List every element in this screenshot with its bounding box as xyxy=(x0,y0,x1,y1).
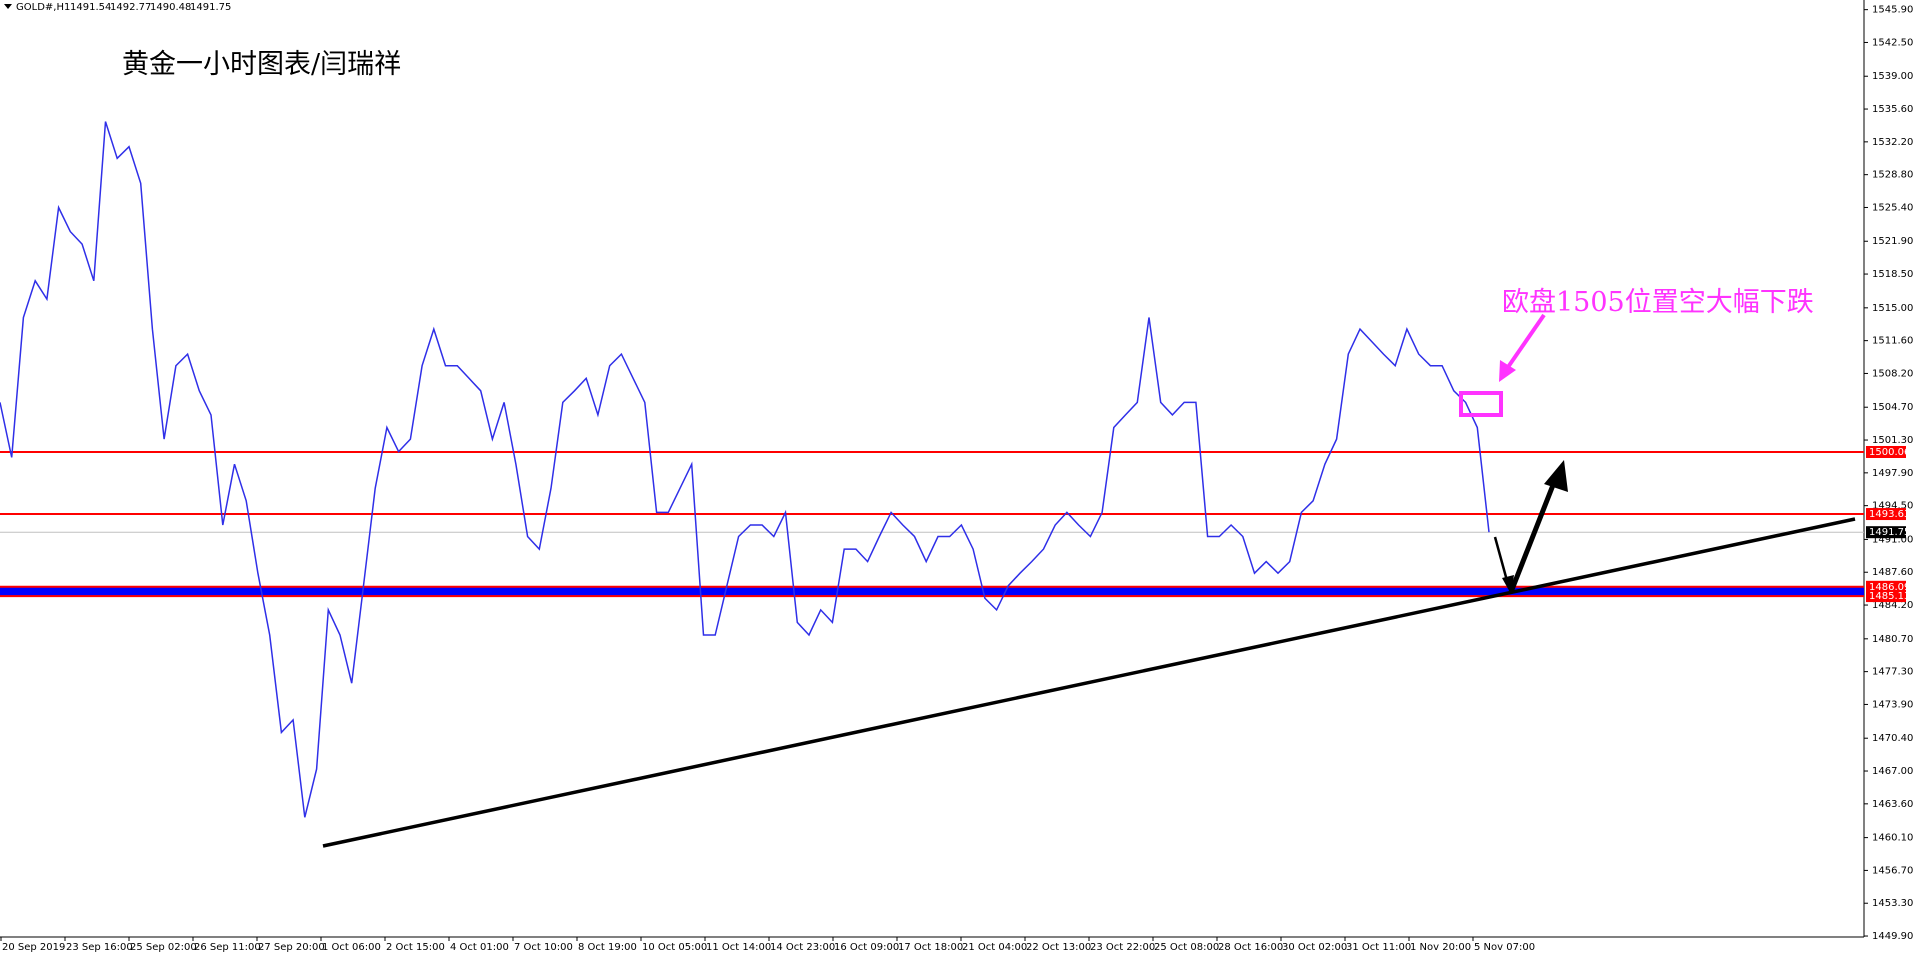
x-tick-label: 25 Oct 08:00 xyxy=(1154,942,1219,953)
price-tag xyxy=(1866,445,1906,458)
y-tick-label: 1477.30 xyxy=(1872,667,1913,678)
menu-icon xyxy=(4,4,12,9)
support-band xyxy=(0,586,1864,597)
x-tick-label: 10 Oct 05:00 xyxy=(642,942,707,953)
y-tick-label: 1484.20 xyxy=(1872,600,1913,611)
y-tick-label: 1470.40 xyxy=(1872,733,1913,744)
annotation: 欧盘1505位置空大幅下跌 xyxy=(1502,287,1814,318)
y-tick-label: 1480.70 xyxy=(1872,634,1913,645)
y-tick-label: 1511.60 xyxy=(1872,336,1913,347)
x-tick-label: 11 Oct 14:00 xyxy=(706,942,771,953)
price-tag xyxy=(1866,590,1906,603)
price-tag xyxy=(1866,508,1906,521)
y-tick-label: 1515.00 xyxy=(1872,303,1913,314)
y-tick-label: 1491.00 xyxy=(1872,534,1913,545)
highlight-box xyxy=(1459,391,1503,417)
y-tick-label: 1501.30 xyxy=(1872,435,1913,446)
y-tick-label: 1467.00 xyxy=(1872,766,1913,777)
x-tick-label: 5 Nov 07:00 xyxy=(1474,942,1535,953)
ohlc-value: 1490.48 xyxy=(150,2,191,13)
y-tick-label: 1508.20 xyxy=(1872,368,1913,379)
x-tick-label: 26 Sep 11:00 xyxy=(194,942,261,953)
symbol: GOLD#,H1 xyxy=(16,2,70,13)
y-tick-label: 1497.90 xyxy=(1872,468,1913,479)
x-tick-label: 1 Oct 06:00 xyxy=(322,942,381,953)
price-tag-label: 1486.09 xyxy=(1869,582,1910,593)
arrow xyxy=(1508,479,1558,593)
ohlc-value: 1491.75 xyxy=(190,2,231,13)
price-tag-label: 1485.13 xyxy=(1869,591,1910,602)
x-tick-label: 17 Oct 18:00 xyxy=(898,942,963,953)
y-tick-label: 1518.50 xyxy=(1872,269,1913,280)
x-tick-label: 28 Oct 16:00 xyxy=(1218,942,1283,953)
pink-arrow-head xyxy=(1499,360,1516,382)
x-tick-label: 21 Oct 04:00 xyxy=(962,942,1027,953)
y-tick-label: 1494.50 xyxy=(1872,501,1913,512)
ohlc-value: 1492.77 xyxy=(110,2,151,13)
x-tick-label: 4 Oct 01:00 xyxy=(450,942,509,953)
y-tick-label: 1528.80 xyxy=(1872,170,1913,181)
price-tag-label: 1491.75 xyxy=(1869,527,1910,538)
plot-area xyxy=(0,121,1864,818)
price-tag-label: 1493.63 xyxy=(1869,509,1910,520)
x-tick-label: 7 Oct 10:00 xyxy=(514,942,573,953)
pink-arrow xyxy=(1504,313,1546,372)
price-tag xyxy=(1866,526,1906,539)
y-tick-label: 1456.70 xyxy=(1872,865,1913,876)
x-tick-label: 31 Oct 11:00 xyxy=(1346,942,1411,953)
x-tick-label: 23 Sep 16:00 xyxy=(66,942,133,953)
y-tick-label: 1463.60 xyxy=(1872,799,1913,810)
y-tick-label: 1453.30 xyxy=(1872,898,1913,909)
y-tick-label: 1460.10 xyxy=(1872,833,1913,844)
price-line xyxy=(0,121,1490,818)
arrow-head xyxy=(1544,460,1568,492)
y-tick-label: 1532.20 xyxy=(1872,137,1913,148)
y-tick-label: 1542.50 xyxy=(1872,37,1913,48)
x-tick-label: 27 Sep 20:00 xyxy=(258,942,325,953)
y-tick-label: 1525.40 xyxy=(1872,202,1913,213)
y-tick-label: 1521.90 xyxy=(1872,236,1913,247)
ohlc-value: 1491.54 xyxy=(70,2,111,13)
x-tick-label: 25 Sep 02:00 xyxy=(130,942,197,953)
x-tick-label: 30 Oct 02:00 xyxy=(1282,942,1347,953)
y-tick-label: 1545.90 xyxy=(1872,5,1913,16)
y-tick-label: 1449.90 xyxy=(1872,931,1913,942)
x-tick-label: 14 Oct 23:00 xyxy=(770,942,835,953)
x-tick-label: 1 Nov 20:00 xyxy=(1410,942,1471,953)
y-tick-label: 1487.60 xyxy=(1872,567,1913,578)
price-tag-label: 1500.06 xyxy=(1869,447,1910,458)
x-tick-label: 2 Oct 15:00 xyxy=(386,942,445,953)
y-tick-label: 1535.60 xyxy=(1872,104,1913,115)
x-tick-label: 23 Oct 22:00 xyxy=(1090,942,1155,953)
chart-title: 黄金一小时图表/闫瑞祥 xyxy=(122,49,401,80)
x-tick-label: 22 Oct 13:00 xyxy=(1026,942,1091,953)
y-tick-label: 1539.00 xyxy=(1872,71,1913,82)
y-tick-label: 1504.70 xyxy=(1872,402,1913,413)
x-tick-label: 20 Sep 2019 xyxy=(2,942,65,953)
x-tick-label: 8 Oct 19:00 xyxy=(578,942,637,953)
x-tick-label: 16 Oct 09:00 xyxy=(834,942,899,953)
price-tag xyxy=(1866,580,1906,593)
y-tick-label: 1473.90 xyxy=(1872,699,1913,710)
trend-line xyxy=(322,517,1856,848)
